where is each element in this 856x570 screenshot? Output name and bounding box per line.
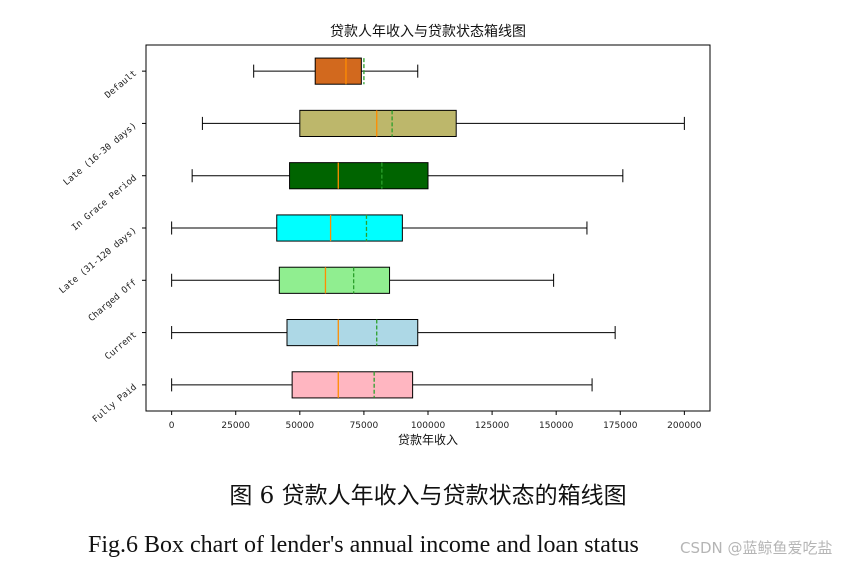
plot-area: 0 25000 50000 75000 100000 125000 150000 175000… xyxy=(58,44,711,431)
category-label: In Grace Period xyxy=(70,173,139,233)
box-iqr xyxy=(278,266,391,294)
box-iqr xyxy=(291,371,414,399)
x-tick-label: 175000 xyxy=(603,421,638,431)
x-tick-label: 25000 xyxy=(221,421,250,431)
figure-caption-chinese: 图 6 贷款人年收入与贷款状态的箱线图 xyxy=(229,483,627,509)
x-tick-label: 125000 xyxy=(475,421,510,431)
box-current: Current xyxy=(103,319,616,362)
x-tick-label: 150000 xyxy=(539,421,574,431)
x-tick-label: 50000 xyxy=(285,421,314,431)
category-label: Current xyxy=(103,330,138,362)
chart-title: 贷款人年收入与贷款状态箱线图 xyxy=(330,24,526,40)
x-tick-label: 75000 xyxy=(350,421,379,431)
box-charged-off: Charged Off xyxy=(87,266,555,324)
boxplot-figure: 贷款人年收入与贷款状态箱线图 贷款年收入 0 25000 50000 75000 100… xyxy=(58,24,711,447)
box-iqr xyxy=(286,319,419,347)
box-iqr xyxy=(314,57,362,85)
category-label: Default xyxy=(103,69,138,101)
box-iqr xyxy=(276,214,403,242)
x-tick-label: 200000 xyxy=(667,421,702,431)
figure-caption-english: Fig.6 Box chart of lender's annual incom… xyxy=(88,532,639,558)
boxplot-chart: 贷款人年收入与贷款状态箱线图 贷款年收入 0 25000 50000 75000 100… xyxy=(58,24,711,447)
watermark: CSDN @蓝鲸鱼爱吃盐 xyxy=(680,539,833,557)
box-fully-paid: Fully Paid xyxy=(91,371,593,425)
category-label: Fully Paid xyxy=(91,382,139,424)
box-default: Default xyxy=(103,57,419,101)
x-axis-label: 贷款年收入 xyxy=(398,433,458,447)
box-iqr xyxy=(299,109,457,137)
category-label: Charged Off xyxy=(87,278,139,324)
x-tick-label: 0 xyxy=(169,421,175,431)
box-iqr xyxy=(289,162,429,190)
x-tick-label: 100000 xyxy=(411,421,446,431)
